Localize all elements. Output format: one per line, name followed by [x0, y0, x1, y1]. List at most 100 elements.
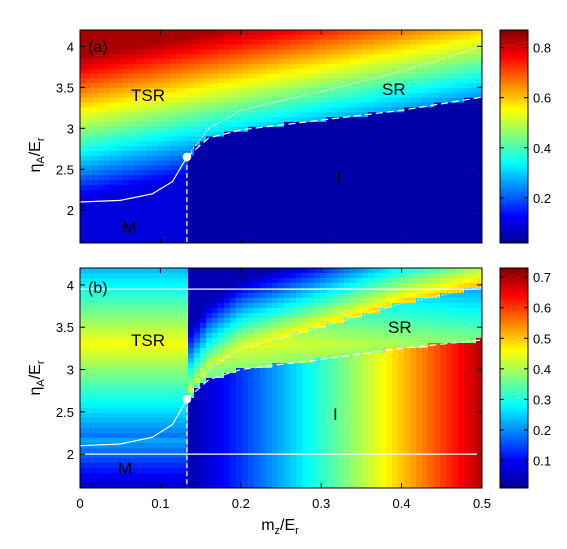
heatmap-cell	[236, 363, 243, 369]
heatmap-cell	[296, 413, 303, 419]
heatmap-cell	[170, 283, 177, 289]
heatmap-cell	[254, 68, 261, 75]
heatmap-cell	[116, 88, 123, 94]
heatmap-cell	[116, 323, 123, 329]
heatmap-cell	[236, 44, 243, 50]
heatmap-cell	[386, 63, 393, 70]
heatmap-cell	[446, 92, 453, 99]
heatmap-cell	[434, 107, 441, 113]
heatmap-cell	[464, 30, 471, 36]
heatmap-cell	[344, 373, 351, 379]
heatmap-cell	[404, 180, 411, 186]
heatmap-cell	[122, 413, 129, 419]
heatmap-cell	[212, 39, 219, 46]
heatmap-cell	[248, 443, 255, 449]
heatmap-cell	[134, 136, 141, 142]
heatmap-cell	[92, 363, 99, 369]
heatmap-cell	[140, 131, 147, 138]
heatmap-cell	[92, 180, 99, 186]
heatmap-cell	[152, 328, 159, 334]
heatmap-cell	[92, 398, 99, 404]
heatmap-cell	[176, 39, 183, 46]
heatmap-cell	[416, 73, 423, 80]
heatmap-cell	[284, 278, 291, 284]
heatmap-cell	[344, 102, 351, 109]
heatmap-cell	[464, 102, 471, 109]
heatmap-cell	[404, 238, 411, 243]
heatmap-cell	[98, 403, 105, 409]
heatmap-cell	[272, 165, 279, 171]
heatmap-cell	[182, 283, 189, 289]
heatmap-cell	[362, 88, 369, 94]
heatmap-cell	[350, 194, 357, 201]
heatmap-cell	[392, 155, 399, 162]
heatmap-cell	[332, 368, 339, 374]
heatmap-cell	[188, 478, 195, 484]
heatmap-cell	[236, 398, 243, 404]
heatmap-cell	[284, 88, 291, 94]
heatmap-cell	[290, 107, 297, 113]
heatmap-cell	[152, 165, 159, 171]
heatmap-cell	[218, 273, 225, 279]
heatmap-cell	[170, 378, 177, 384]
heatmap-cell	[194, 473, 201, 479]
heatmap-cell	[206, 194, 213, 201]
heatmap-cell	[398, 78, 405, 84]
heatmap-cell	[122, 213, 129, 220]
heatmap-cell	[410, 44, 417, 50]
heatmap-cell	[380, 49, 387, 55]
heatmap-cell	[98, 83, 105, 89]
heatmap-cell	[230, 373, 237, 379]
heatmap-cell	[200, 131, 207, 138]
heatmap-cell	[332, 180, 339, 186]
heatmap-cell	[254, 433, 261, 439]
heatmap-cell	[98, 308, 105, 314]
heatmap-cell	[470, 199, 477, 205]
heatmap-cell	[218, 170, 225, 176]
heatmap-cell	[260, 189, 267, 196]
heatmap-cell	[128, 333, 135, 339]
heatmap-cell	[302, 328, 309, 334]
heatmap-cell	[242, 39, 249, 46]
heatmap-cell	[308, 323, 315, 329]
heatmap-cell	[128, 151, 135, 157]
heatmap-cell	[434, 63, 441, 70]
heatmap-cell	[194, 393, 201, 399]
heatmap-cell	[248, 218, 255, 225]
heatmap-cell	[440, 68, 447, 75]
heatmap-cell	[218, 473, 225, 479]
heatmap-cell	[290, 146, 297, 152]
heatmap-cell	[248, 34, 255, 41]
heatmap-cell	[242, 323, 249, 329]
heatmap-cell	[200, 408, 207, 414]
heatmap-cell	[338, 348, 345, 354]
heatmap-cell	[152, 273, 159, 279]
heatmap-cell	[116, 63, 123, 70]
heatmap-cell	[194, 423, 201, 429]
heatmap-cell	[170, 34, 177, 41]
heatmap-cell	[86, 102, 93, 109]
heatmap-cell	[314, 34, 321, 41]
heatmap-cell	[314, 408, 321, 414]
heatmap-cell	[146, 126, 153, 133]
heatmap-cell	[236, 273, 243, 279]
heatmap-cell	[290, 160, 297, 167]
heatmap-cell	[176, 468, 183, 474]
heatmap-cell	[122, 333, 129, 339]
heatmap-cell	[98, 298, 105, 304]
heatmap-cell	[434, 165, 441, 171]
heatmap-cell	[476, 170, 482, 176]
heatmap-cell	[200, 88, 207, 94]
heatmap-cell	[122, 363, 129, 369]
heatmap-cell	[206, 68, 213, 75]
heatmap-cell	[296, 348, 303, 354]
heatmap-cell	[122, 112, 129, 118]
heatmap-cell	[230, 30, 237, 36]
heatmap-cell	[206, 378, 213, 384]
heatmap-cell	[188, 175, 195, 181]
heatmap-cell	[242, 54, 249, 60]
heatmap-cell	[224, 318, 231, 324]
heatmap-cell	[476, 233, 482, 239]
heatmap-cell	[128, 278, 135, 284]
heatmap-cell	[386, 39, 393, 46]
